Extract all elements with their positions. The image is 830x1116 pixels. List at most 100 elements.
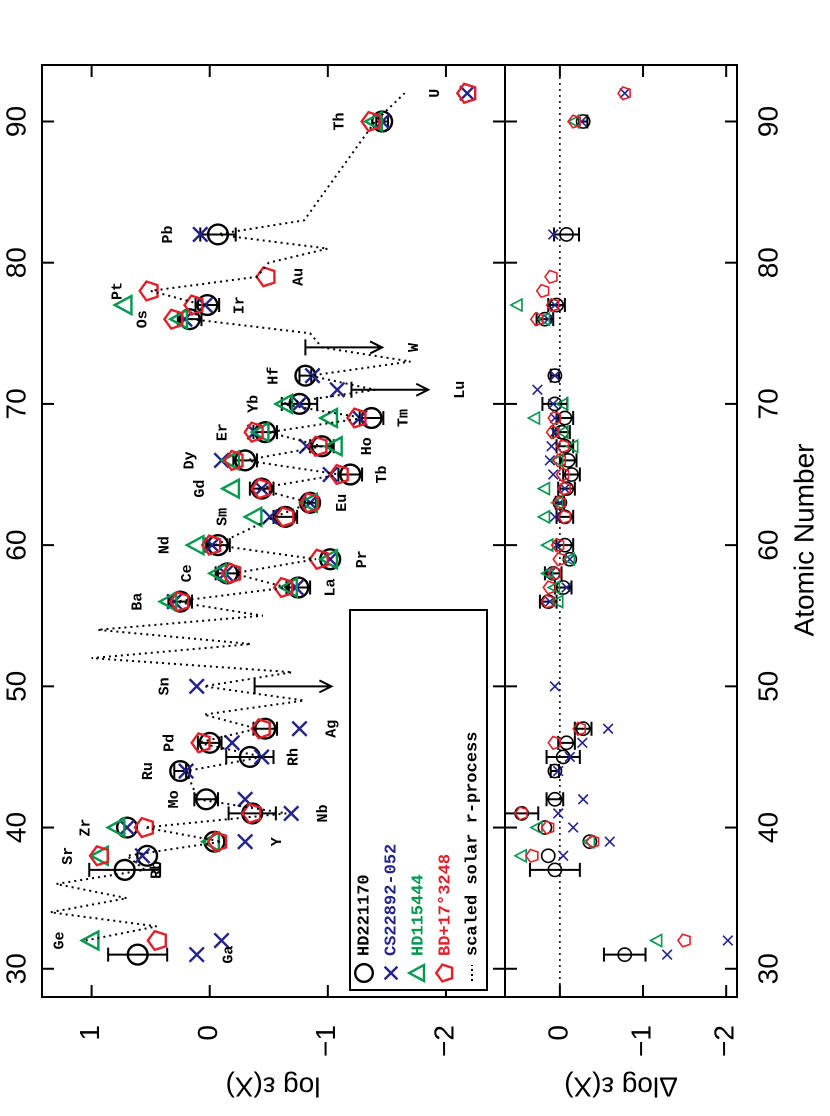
y-tick-label: −1 (310, 1025, 341, 1057)
marker-triangle (549, 453, 564, 468)
upper-limit-arrow (304, 339, 385, 356)
x-tick-label: 90 (752, 106, 783, 137)
plot-area: Atomic Number log ε(X) Δlog ε(X) 30 30 40 4… (0, 64, 819, 1103)
marker-x (661, 949, 673, 961)
marker-triangle (546, 580, 561, 595)
marker-triangle (564, 438, 579, 454)
marker-circle (196, 293, 219, 317)
x-tick-label: 50 (0, 671, 31, 702)
marker-triangle (509, 297, 523, 313)
marker-x (722, 935, 734, 946)
marker-pentagon (133, 816, 155, 839)
marker-pentagon (545, 424, 560, 440)
marker-circle (564, 467, 579, 482)
marker-triangle (539, 566, 554, 581)
marker-triangle (322, 435, 343, 458)
marker-x (602, 723, 614, 735)
marker-pentagon (567, 114, 582, 129)
upper-limit-arrow (350, 381, 431, 398)
element-label: U (427, 89, 444, 98)
marker-pentagon (183, 294, 204, 316)
marker-x (552, 765, 564, 777)
x-tick-label: 40 (752, 812, 783, 843)
element-label: Nb (315, 804, 332, 822)
marker-pentagon (540, 594, 555, 609)
element-label: Ge (52, 932, 69, 950)
marker-x (283, 805, 300, 822)
marker-pentagon (168, 590, 190, 613)
marker-x (549, 370, 561, 382)
marker-x (576, 116, 587, 127)
marker-circle (238, 745, 261, 769)
marker-triangle (167, 308, 189, 331)
element-label: Sn (157, 677, 174, 695)
element-label: Tm (396, 409, 413, 427)
marker-x (557, 850, 569, 862)
error-bar (227, 806, 277, 821)
element-label: Gd (192, 480, 209, 498)
marker-circle (254, 717, 277, 740)
marker-pentagon (243, 421, 264, 444)
marker-x (552, 808, 564, 819)
marker-pentagon (557, 481, 572, 496)
error-bar (225, 749, 275, 764)
element-label: Sm (215, 508, 232, 526)
x-tick-label: 50 (752, 671, 783, 702)
marker-x (547, 229, 559, 240)
marker-x (559, 483, 571, 495)
r-process-line (50, 92, 411, 942)
marker-x (188, 678, 205, 695)
marker-x (224, 734, 241, 751)
element-label: Zr (78, 819, 95, 837)
marker-x (576, 737, 588, 749)
element-label: W (406, 343, 423, 352)
marker-pentagon (547, 735, 562, 751)
marker-pentagon (585, 834, 600, 849)
marker-x (549, 412, 561, 424)
marker-pentagon (346, 407, 367, 429)
marker-triangle (513, 848, 527, 864)
marker-circle (216, 562, 239, 585)
marker-x (619, 87, 631, 99)
marker-circle (547, 862, 563, 878)
marker-circle (339, 463, 362, 486)
marker-x (291, 720, 308, 737)
marker-circle (557, 410, 573, 426)
marker-x (549, 511, 561, 523)
marker-triangle (561, 551, 576, 567)
marker-pentagon (273, 506, 295, 528)
marker-circle (559, 481, 574, 497)
error-bar (541, 396, 569, 411)
error-bar (298, 368, 313, 383)
marker-x (329, 381, 346, 398)
marker-pentagon (190, 731, 211, 754)
marker-triangle (277, 576, 298, 599)
x-tick-label: 30 (752, 953, 783, 984)
x-tick-label: 80 (0, 247, 31, 278)
marker-triangle (549, 495, 564, 511)
marker-pentagon (547, 410, 562, 426)
marker-pentagon (298, 491, 320, 514)
element-label: Dy (181, 451, 198, 469)
marker-triangle (219, 449, 241, 472)
element-label: Hf (265, 367, 282, 385)
marker-x (561, 582, 572, 593)
y-tick-label: 1 (74, 1025, 105, 1041)
marker-pentagon (206, 830, 228, 853)
marker-circle (126, 943, 149, 966)
upper-limit-arrow (253, 678, 334, 695)
marker-circle (555, 580, 571, 595)
marker-triangle (536, 481, 551, 496)
marker-triangle (199, 830, 221, 853)
marker-x (178, 763, 195, 780)
x-tick-label: 70 (752, 388, 783, 419)
x-tick-label: 30 (0, 953, 31, 984)
marker-x (459, 85, 476, 102)
marker-pentagon (552, 495, 567, 510)
marker-triangle (539, 537, 554, 553)
legend-label: scaled solar r-process (463, 732, 482, 956)
marker-triangle (157, 590, 178, 613)
legend-marker (383, 965, 399, 981)
